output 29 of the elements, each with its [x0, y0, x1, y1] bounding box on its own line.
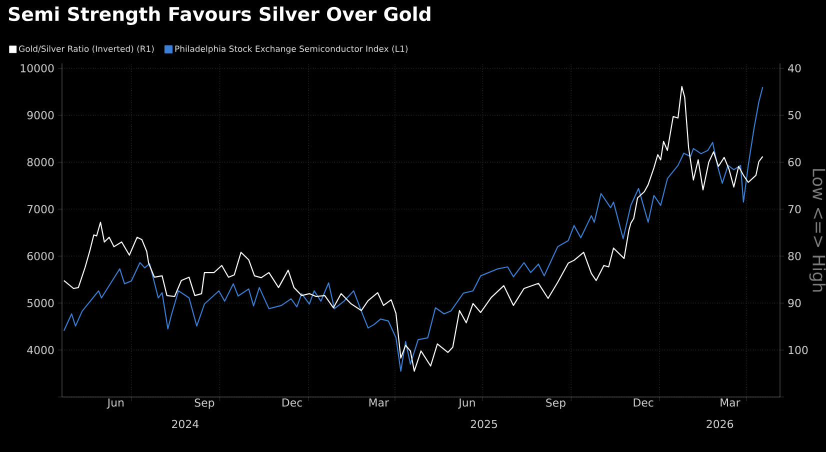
y-tick-label: 8000: [27, 158, 54, 166]
legend-label: Philadelphia Stock Exchange Semiconductor Index (L1): [175, 45, 408, 54]
chart-title: Semi Strength Favours Silver Over Gold: [8, 6, 430, 25]
y2-tick-label: 50: [788, 111, 801, 120]
y-tick-label: 10000: [20, 64, 54, 72]
y2-tick-label: 70: [788, 204, 801, 214]
y-tick-label: 9000: [27, 111, 54, 120]
y2-tick-label: 100: [788, 346, 808, 354]
text: 2024: [172, 420, 199, 428]
y2-tick-label: 80: [788, 252, 801, 260]
legend-label: Gold/Silver Ratio (Inverted) (R1): [19, 45, 154, 53]
x-tick-label: Dec: [634, 398, 654, 407]
y-tick-label: 4000: [27, 346, 54, 354]
x-tick-label: Mar: [369, 398, 389, 407]
y-tick-label: 6000: [27, 252, 54, 260]
x-tick-label: Jun: [106, 398, 124, 409]
x-tick-label: Jun: [458, 398, 475, 409]
text: 2025: [470, 420, 498, 428]
text: 2026: [706, 420, 734, 428]
y2-axis-title: Low <=> High: [809, 169, 826, 292]
y-tick-label: 5000: [27, 298, 54, 308]
x-tick-label: Dec: [282, 398, 302, 407]
x-tick-label: Sep: [546, 398, 566, 409]
y2-tick-label: 90: [788, 298, 801, 308]
y-tick-label: 7000: [27, 204, 54, 214]
y2-tick-label: 60: [788, 158, 801, 166]
y2-tick-label: 40: [788, 64, 801, 72]
x-tick-label: Mar: [720, 398, 740, 407]
x-tick-label: Sep: [194, 398, 214, 409]
